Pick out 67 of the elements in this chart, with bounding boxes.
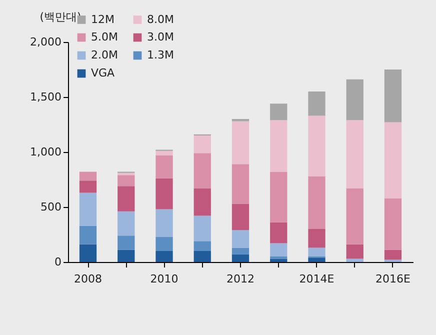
y-tick-label: 2,000 <box>30 36 62 48</box>
bar <box>308 176 326 229</box>
bar <box>308 116 326 176</box>
bar <box>232 204 250 230</box>
bar <box>194 136 211 154</box>
bar <box>194 188 211 216</box>
x-tick-label: 2012 <box>226 272 254 286</box>
bar <box>118 236 135 250</box>
bar <box>384 250 402 260</box>
bar <box>194 251 211 262</box>
y-tick-label: 1,000 <box>30 146 62 158</box>
bar <box>156 251 173 262</box>
legend-label: VGA <box>91 66 116 80</box>
bar <box>156 150 173 156</box>
bar <box>232 254 250 262</box>
bar <box>79 180 97 193</box>
bar <box>270 258 288 262</box>
bar <box>384 70 402 122</box>
bar <box>346 120 364 188</box>
y-tick-label: 500 <box>40 200 62 214</box>
legend-label: 1.3M <box>147 48 174 62</box>
bar <box>232 121 250 164</box>
bar <box>346 244 364 259</box>
y-tick-label: 1,500 <box>30 90 62 104</box>
bar <box>232 248 250 254</box>
bar <box>79 244 97 262</box>
bar <box>194 216 211 242</box>
bar <box>156 178 173 210</box>
bar <box>156 236 173 251</box>
bar <box>270 120 288 172</box>
bar <box>194 241 211 251</box>
bar <box>308 92 326 116</box>
bar <box>79 226 97 244</box>
bar <box>156 155 173 178</box>
bar <box>270 104 288 120</box>
x-tick-label: 2016E <box>376 272 411 286</box>
bar <box>308 229 326 248</box>
bar <box>308 248 326 256</box>
bar <box>79 172 97 181</box>
legend-label: 2.0M <box>91 48 118 62</box>
bar <box>118 186 135 212</box>
x-tick-label: 2008 <box>74 272 102 286</box>
bar <box>194 153 211 188</box>
bar <box>346 258 364 262</box>
bar <box>232 230 250 248</box>
bar <box>232 164 250 204</box>
bar <box>308 258 326 262</box>
bar <box>270 222 288 244</box>
bar <box>118 211 135 236</box>
bar <box>118 175 135 186</box>
bar <box>384 198 402 250</box>
y-tick-label: 0 <box>54 256 62 268</box>
bar <box>156 209 173 237</box>
legend-label: 5.0M <box>91 30 118 44</box>
legend-label: 3.0M <box>147 30 174 44</box>
bar <box>346 188 364 244</box>
x-tick-label: 2014E <box>299 272 334 286</box>
bar <box>79 192 97 226</box>
legend-label: 12M <box>91 12 114 26</box>
bar <box>346 79 364 120</box>
x-tick-label: 2010 <box>150 272 178 286</box>
bar <box>270 172 288 222</box>
bar <box>118 250 135 262</box>
bar <box>118 172 135 176</box>
bar <box>384 122 402 198</box>
legend-label: 8.0M <box>147 12 174 26</box>
bar <box>270 243 288 256</box>
